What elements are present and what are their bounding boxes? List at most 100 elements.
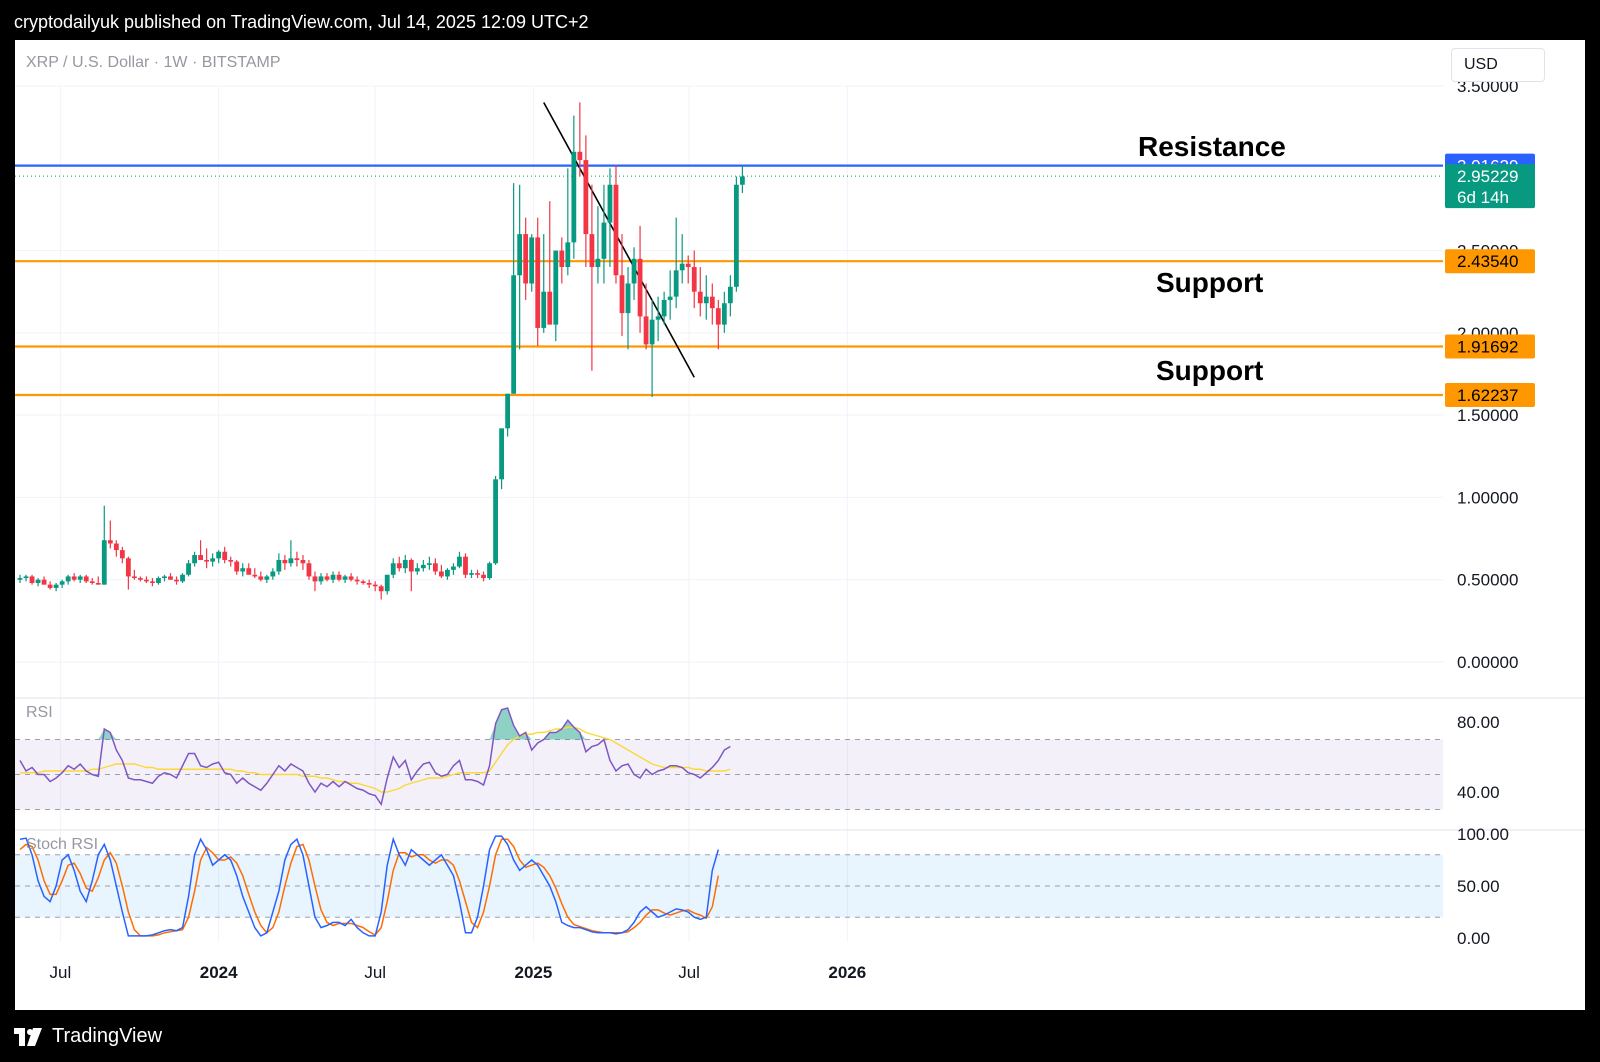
candle-body <box>144 579 149 582</box>
x-tick-label: 2026 <box>828 963 866 982</box>
candle-body <box>113 543 119 551</box>
candle-body <box>709 296 715 309</box>
candle-body <box>300 559 306 564</box>
candle-body <box>396 563 402 569</box>
candle-body <box>559 250 565 268</box>
candle-body <box>703 296 709 304</box>
candle-body <box>408 559 414 572</box>
candle-body <box>740 176 745 185</box>
candle-body <box>89 581 95 584</box>
candle-body <box>607 184 613 223</box>
candle-body <box>312 576 318 582</box>
candle-body <box>294 558 300 560</box>
candle-body <box>77 576 83 580</box>
candle-body <box>445 569 450 577</box>
candle-body <box>378 586 384 592</box>
candle-body <box>511 275 517 394</box>
candle-body <box>53 584 59 588</box>
x-tick-label: Jul <box>364 963 386 982</box>
candle-body <box>475 573 480 575</box>
candle-body <box>156 578 161 584</box>
x-tick-label: Jul <box>50 963 72 982</box>
candle-body <box>348 576 354 580</box>
candle-body <box>234 561 240 572</box>
candle-body <box>131 576 137 579</box>
candle-body <box>17 578 23 580</box>
tradingview-brand-label: TradingView <box>52 1025 163 1047</box>
candle-body <box>673 270 679 297</box>
candle-body <box>661 299 667 317</box>
y-tick-label: 1.50000 <box>1457 406 1518 425</box>
x-tick-label: 2025 <box>515 963 553 982</box>
last-price-label-bg <box>1445 164 1535 209</box>
candle-body <box>41 579 47 585</box>
candle-body <box>119 550 125 559</box>
candle-body <box>589 234 595 268</box>
candle-body <box>643 316 649 345</box>
candle-body <box>372 584 378 587</box>
candle-body <box>613 184 619 276</box>
candle-body <box>523 234 529 284</box>
rsi-pane-title: RSI <box>26 704 53 721</box>
candle-body <box>727 286 733 304</box>
candle-body <box>246 568 252 575</box>
candle-body <box>685 263 691 268</box>
candle-body <box>529 237 535 284</box>
candle-body <box>65 576 71 582</box>
rsi-overbought-fill <box>543 720 586 740</box>
candle-body <box>667 296 673 300</box>
candle-body <box>649 319 655 345</box>
trendline <box>543 102 695 378</box>
symbol-title: XRP / U.S. Dollar · 1W · BITSTAMP <box>26 54 281 71</box>
support-annotation-lower: Support <box>1156 355 1263 386</box>
candle-body <box>469 573 474 575</box>
candle-body <box>697 291 703 304</box>
chart-panel[interactable]: Jul2024Jul2025Jul20263.500002.500002.000… <box>15 40 1585 1010</box>
candle-body <box>29 576 35 584</box>
chart-svg[interactable]: Jul2024Jul2025Jul20263.500002.500002.000… <box>15 40 1585 1010</box>
candle-body <box>601 222 607 259</box>
candle-body <box>577 151 583 161</box>
tradingview-brand[interactable]: TradingView <box>14 1025 162 1048</box>
rsi-y-tick-label: 80.00 <box>1457 713 1500 732</box>
candle-body <box>95 583 101 585</box>
candle-body <box>721 303 727 325</box>
candle-body <box>198 555 203 560</box>
candle-body <box>595 258 601 268</box>
candle-body <box>733 184 739 287</box>
candle-body <box>655 316 661 320</box>
currency-button[interactable]: USD <box>1451 48 1545 82</box>
candle-body <box>83 576 89 582</box>
candle-body <box>210 558 216 562</box>
candle-body <box>306 563 312 577</box>
candle-body <box>547 291 553 325</box>
stoch-k-line <box>19 835 720 937</box>
candle-body <box>107 540 113 544</box>
candle-body <box>59 581 65 585</box>
x-tick-label: 2024 <box>200 963 238 982</box>
candle-body <box>264 576 270 580</box>
candle-body <box>282 559 288 564</box>
candle-body <box>180 574 185 582</box>
candle-body <box>451 566 456 570</box>
support-price-label-bg <box>1445 383 1535 408</box>
candle-body <box>426 563 432 565</box>
candle-body <box>505 393 511 429</box>
candle-body <box>457 556 462 567</box>
candle-body <box>71 576 77 580</box>
candle-body <box>222 551 228 560</box>
candle-body <box>499 428 504 480</box>
candle-body <box>318 576 324 582</box>
candle-body <box>258 576 264 580</box>
rsi-line <box>19 707 731 807</box>
stoch-y-tick-label: 0.00 <box>1457 929 1490 948</box>
rsi-ma-line <box>20 726 731 793</box>
candle-body <box>138 578 143 580</box>
candle-body <box>715 308 721 325</box>
candle-body <box>619 275 625 314</box>
candle-body <box>252 574 258 577</box>
resistance-annotation: Resistance <box>1138 131 1286 162</box>
candle-body <box>553 250 559 325</box>
candle-body <box>192 555 197 564</box>
countdown-label: 6d 14h <box>1457 188 1509 207</box>
